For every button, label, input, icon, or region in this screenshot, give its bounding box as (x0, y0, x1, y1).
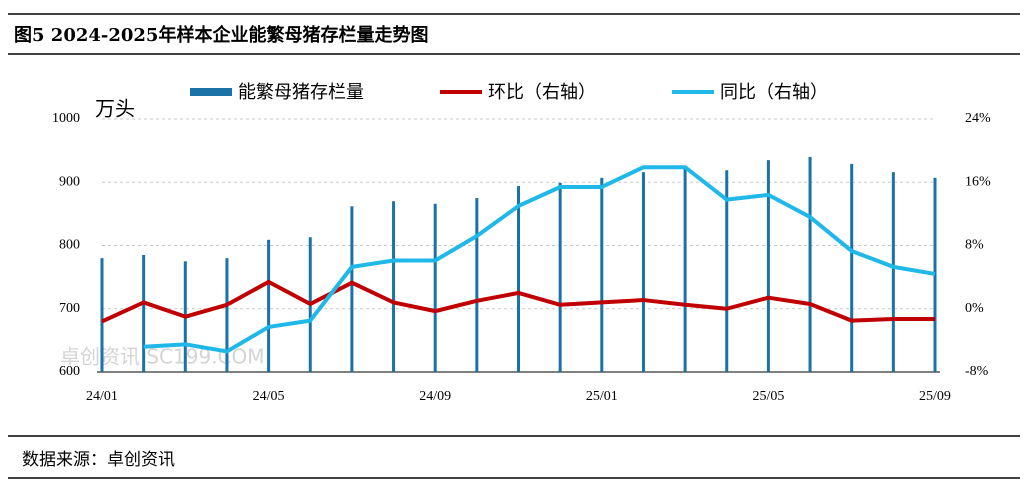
x-tick-label: 25/01 (586, 389, 618, 404)
bar (433, 203, 437, 372)
bar (891, 172, 895, 372)
y-tick-label: 1000 (52, 111, 80, 126)
bar (225, 258, 229, 372)
x-tick-label: 24/05 (253, 389, 285, 404)
legend-label: 能繁母猪存栏量 (238, 82, 364, 103)
bar (517, 186, 520, 372)
y2-tick-label: 8% (965, 238, 984, 253)
bar (641, 172, 645, 372)
x-tick-label: 25/05 (752, 389, 784, 404)
bar (392, 201, 396, 372)
chart-title: 图5 2024-2025年样本企业能繁母猪存栏量走势图 (14, 24, 428, 46)
bar (558, 182, 562, 372)
x-tick-label: 24/09 (419, 389, 451, 404)
line (143, 165, 936, 354)
bar (267, 239, 271, 372)
legend-label: 同比（右轴） (720, 82, 828, 103)
bar (766, 160, 770, 372)
x-tick-label: 25/09 (919, 389, 951, 404)
bar (725, 170, 729, 372)
y-tick-label: 600 (59, 364, 80, 379)
legend-swatch (190, 88, 232, 96)
bar (350, 206, 354, 372)
legend-label: 环比（右轴） (488, 82, 596, 103)
source: 数据来源：卓创资讯 (22, 450, 175, 470)
y2-tick-label: -8% (965, 364, 989, 379)
y-tick-label: 900 (59, 174, 80, 189)
y2-tick-label: 16% (965, 174, 991, 189)
bar (808, 156, 812, 372)
bar (142, 254, 146, 372)
bar (600, 177, 604, 372)
y-unit: 万头 (95, 97, 135, 121)
line (101, 279, 935, 324)
bar (100, 258, 104, 372)
x-tick-label: 24/01 (86, 389, 118, 404)
y-tick-label: 700 (59, 301, 80, 316)
bar (850, 163, 854, 372)
bar (475, 198, 479, 372)
y-tick-label: 800 (59, 238, 80, 253)
bar (683, 168, 687, 372)
bar (933, 177, 937, 372)
y2-tick-label: 24% (965, 111, 991, 126)
y2-tick-label: 0% (965, 301, 984, 316)
